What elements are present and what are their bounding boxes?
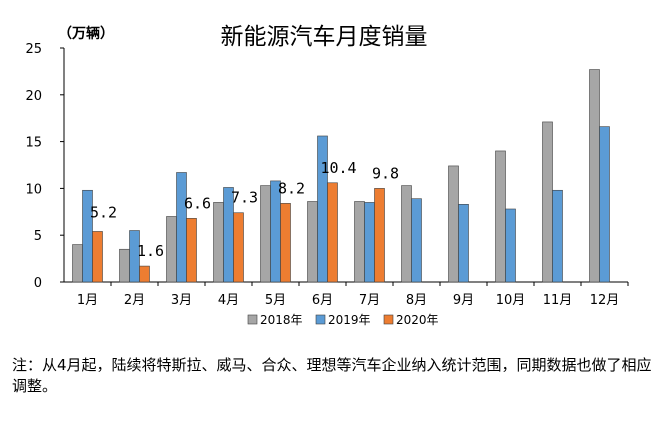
y-tick-label: 15 [25, 136, 42, 151]
bar-2018年 [495, 150, 506, 283]
annotations: 5.2 1.6 6.6 7.3 8.2 10.4 9.8 [90, 159, 399, 260]
data-label: 5.2 [90, 203, 117, 221]
legend-label: 2018年 [260, 313, 303, 327]
bar-2019年 [599, 126, 610, 283]
y-tick-label: 20 [25, 89, 42, 104]
data-label: 10.4 [320, 159, 356, 177]
x-tick-label: 9月 [453, 293, 474, 308]
x-tick-label: 2月 [124, 293, 145, 308]
bar-2018年 [72, 244, 83, 283]
bar-2018年 [589, 69, 600, 283]
bar-2018年 [401, 185, 412, 283]
x-tick-label: 11月 [543, 293, 573, 308]
legend-label: 2019年 [328, 313, 371, 327]
bar-2019年 [129, 230, 140, 283]
y-unit-label: （万辆） [58, 25, 114, 42]
bar-2020年 [280, 203, 291, 283]
data-label: 9.8 [372, 164, 399, 182]
y-tick-label: 25 [25, 42, 42, 57]
bar-2019年 [552, 189, 563, 283]
legend-swatch [315, 314, 326, 325]
x-tick-label: 10月 [496, 293, 526, 308]
bar-2020年 [233, 212, 244, 283]
sales-chart: 新能源汽车月度销量 （万辆） 0 5 10 15 20 25 1月 2月 3月 4月 5月 6月 7月 8… [25, 24, 629, 327]
x-tick-label: 8月 [406, 293, 427, 308]
bar-2019年 [505, 208, 516, 283]
bar-2018年 [542, 121, 553, 283]
x-tick-label: 1月 [77, 293, 98, 308]
bar-2019年 [458, 204, 469, 283]
data-label: 6.6 [184, 194, 211, 212]
bar-2018年 [448, 165, 459, 283]
legend-swatch [383, 314, 394, 325]
axes: 0 5 10 15 20 25 1月 2月 3月 4月 5月 6月 7月 8月 9月 10月 11月 12月 [25, 42, 629, 308]
bar-2019年 [176, 172, 187, 283]
bar-2018年 [307, 201, 318, 283]
bar-2020年 [327, 182, 338, 283]
bar-2018年 [166, 216, 177, 283]
data-label: 7.3 [231, 189, 258, 207]
bar-2018年 [213, 202, 224, 283]
bar-2020年 [92, 231, 103, 283]
bar-2020年 [139, 265, 150, 283]
y-tick-label: 10 [25, 182, 42, 197]
bar-2020年 [374, 188, 385, 283]
footnote: 注：从4月起，陆续将特斯拉、威马、合众、理想等汽车企业纳入统计范围，同期数据也做… [12, 356, 652, 395]
chart-title: 新能源汽车月度销量 [221, 24, 428, 50]
x-tick-label: 6月 [312, 293, 333, 308]
bar-2020年 [186, 218, 197, 283]
bar-2018年 [119, 248, 130, 283]
x-tick-label: 5月 [265, 293, 286, 308]
x-tick-label: 3月 [171, 293, 192, 308]
bar-2018年 [260, 185, 271, 283]
bar-2019年 [364, 202, 375, 283]
legend-swatch [247, 314, 258, 325]
data-label: 1.6 [137, 242, 164, 260]
y-tick-label: 5 [34, 229, 42, 244]
x-tick-label: 4月 [218, 293, 239, 308]
data-label: 8.2 [278, 179, 305, 197]
bar-2019年 [411, 198, 422, 283]
x-tick-label: 12月 [590, 293, 620, 308]
x-tick-label: 7月 [359, 293, 380, 308]
legend-label: 2020年 [396, 313, 439, 327]
bar-2018年 [354, 201, 365, 283]
legend: 2018年 2019年 2020年 [247, 313, 439, 327]
y-tick-label: 0 [34, 276, 42, 291]
bars [72, 69, 610, 283]
